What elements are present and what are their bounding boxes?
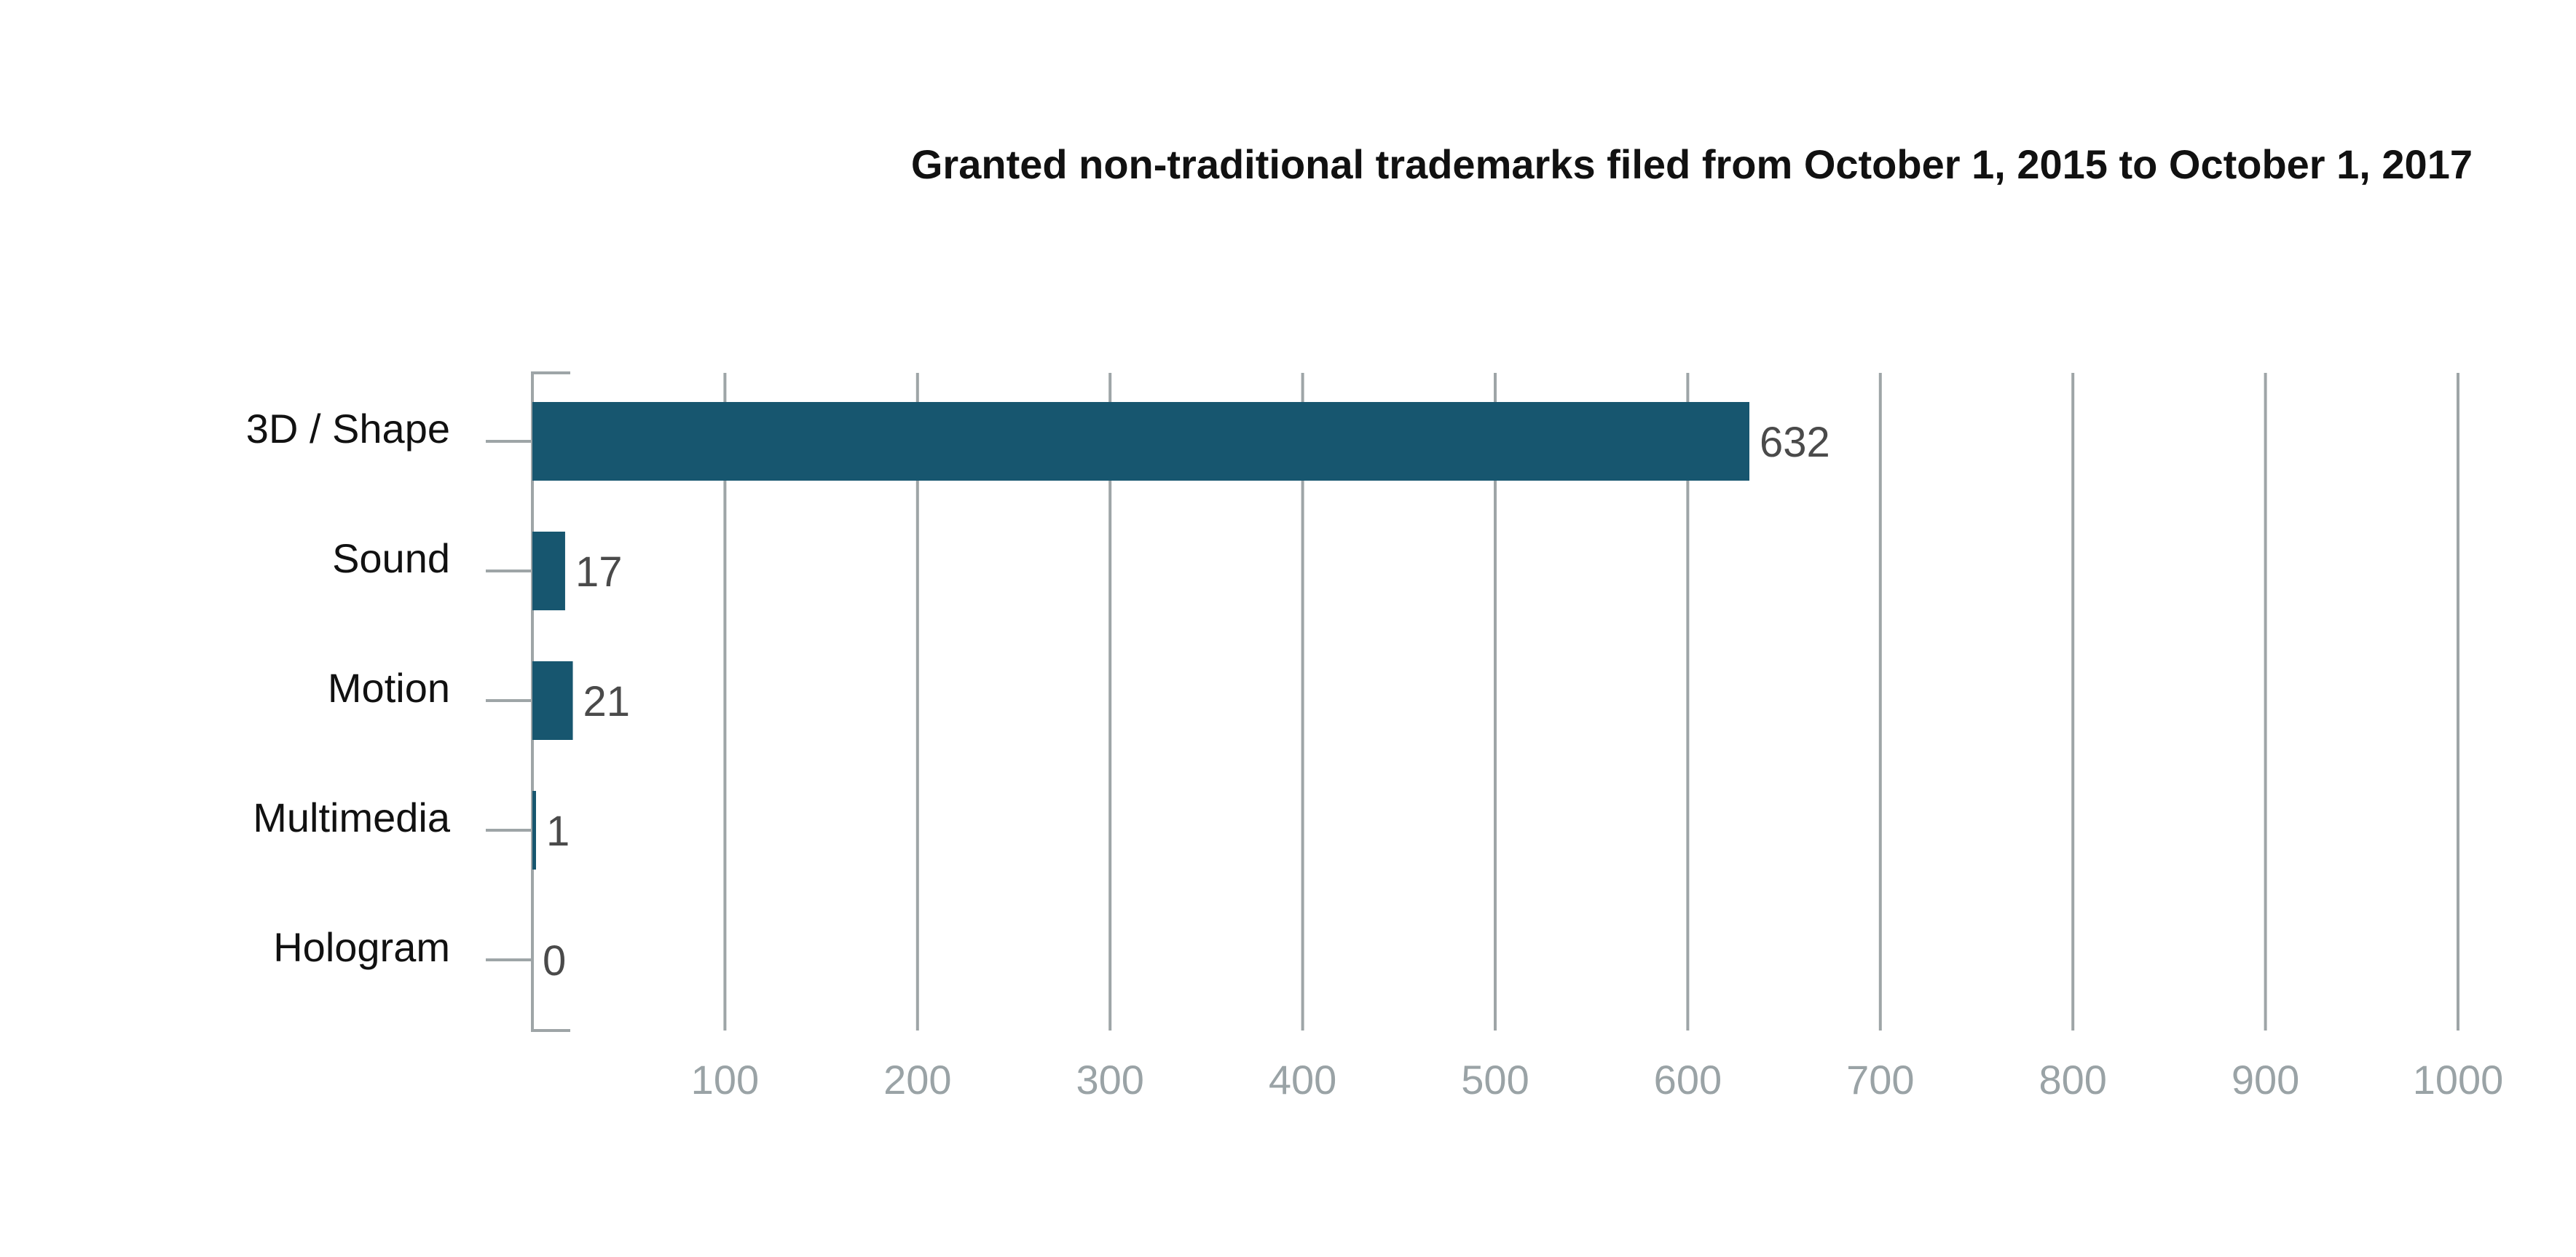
x-tick-label-600: 600	[1654, 1057, 1722, 1103]
x-tick-label-500: 500	[1461, 1057, 1529, 1103]
gridlines	[723, 373, 2459, 1031]
x-tick-label-100: 100	[691, 1057, 759, 1103]
bar-sound	[532, 532, 565, 610]
x-tick-label-200: 200	[883, 1057, 951, 1103]
value-label-3d-shape: 632	[1760, 419, 1830, 466]
chart-title: Granted non-traditional trademarks filed…	[911, 141, 2473, 187]
x-tick-label-400: 400	[1269, 1057, 1336, 1103]
bar-multimedia	[532, 791, 536, 870]
value-label-multimedia: 1	[546, 808, 570, 855]
bar-motion	[532, 661, 573, 740]
bars	[532, 402, 1750, 870]
x-tick-label-300: 300	[1076, 1057, 1143, 1103]
x-tick-label-900: 900	[2232, 1057, 2299, 1103]
value-label-hologram: 0	[543, 937, 566, 985]
category-label-sound: Sound	[332, 535, 450, 581]
category-label-motion: Motion	[328, 665, 450, 711]
x-tick-label-800: 800	[2039, 1057, 2106, 1103]
value-label-sound: 17	[575, 548, 623, 596]
labels: 100 200 300 400 500 600 700 800 900 1000 3D / Shap…	[246, 406, 2503, 1103]
value-label-motion: 21	[583, 678, 631, 725]
category-label-3d-shape: 3D / Shape	[246, 406, 450, 452]
category-label-hologram: Hologram	[273, 924, 450, 970]
x-tick-label-700: 700	[1846, 1057, 1914, 1103]
bar-3d-shape	[532, 402, 1750, 481]
category-label-multimedia: Multimedia	[253, 795, 451, 840]
x-tick-label-1000: 1000	[2413, 1057, 2504, 1103]
